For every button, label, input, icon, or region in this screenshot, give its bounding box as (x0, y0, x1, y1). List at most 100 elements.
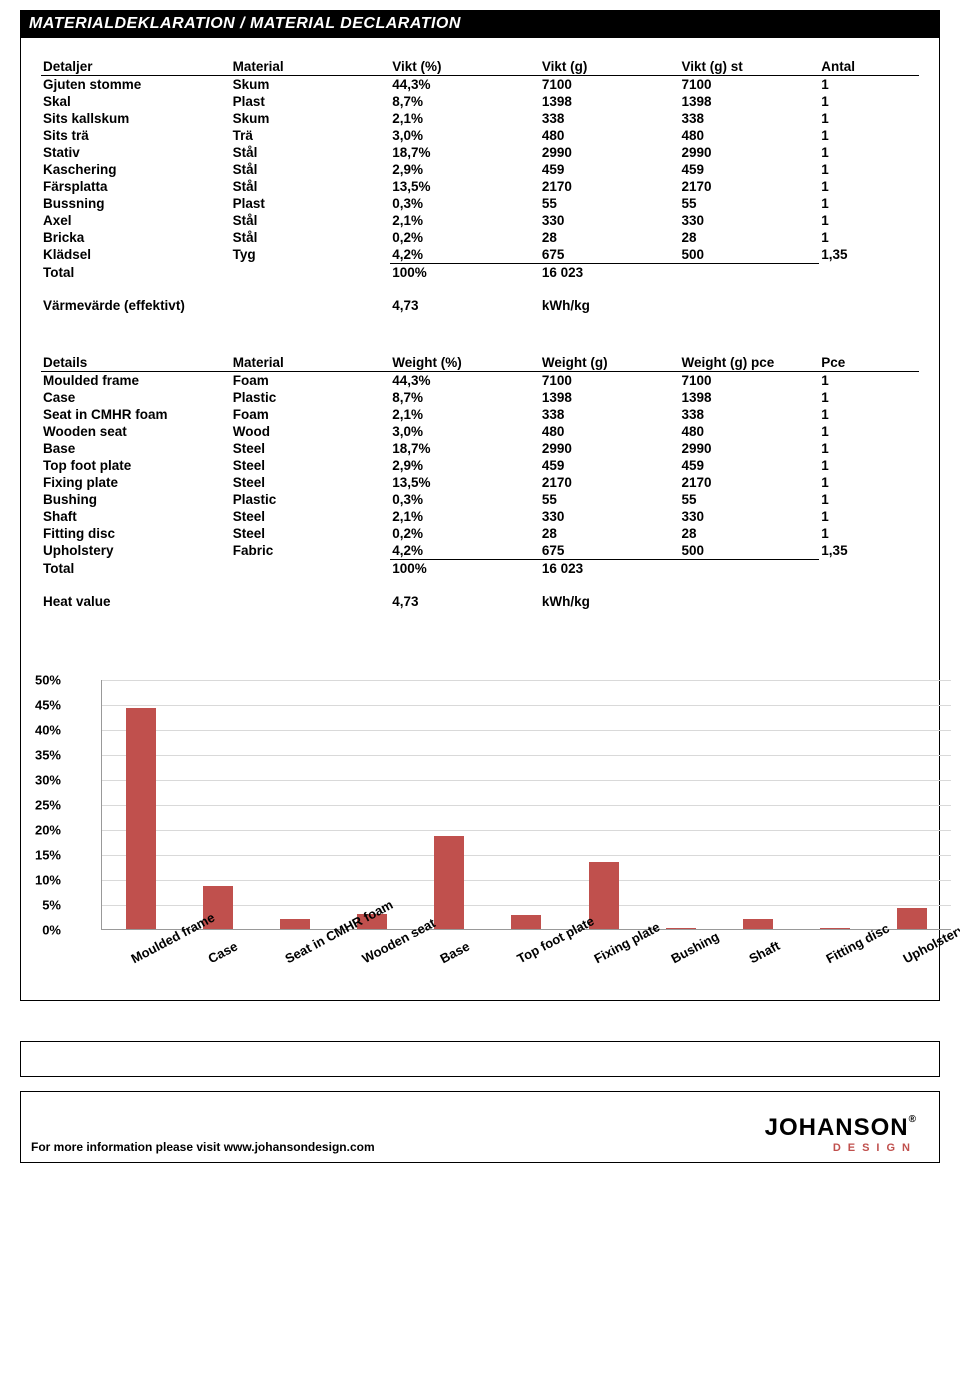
table-cell: Foam (231, 372, 391, 390)
table-cell: 1 (819, 508, 919, 525)
hdr-details: Detaljer (41, 58, 231, 76)
table-row: Wooden seatWood3,0%4804801 (41, 423, 919, 440)
table-cell: 338 (540, 110, 680, 127)
table-cell: 1 (819, 457, 919, 474)
table-cell: Wooden seat (41, 423, 231, 440)
table-cell: Fitting disc (41, 525, 231, 542)
table-cell: 1398 (680, 93, 820, 110)
table-cell: Skal (41, 93, 231, 110)
table-cell: 3,0% (390, 423, 540, 440)
y-tick-label: 15% (35, 848, 61, 863)
heat-value: 4,73 (390, 593, 540, 610)
table-cell: 1 (819, 525, 919, 542)
heat-value-row: Värmevärde (effektivt) 4,73 kWh/kg (41, 297, 919, 314)
table-cell: Sits trä (41, 127, 231, 144)
total-label: Total (41, 264, 231, 282)
heat-value: 4,73 (390, 297, 540, 314)
table-cell: Bushing (41, 491, 231, 508)
table-cell: Stål (231, 144, 391, 161)
table-cell: 330 (540, 212, 680, 229)
x-tick-label: Fixing plate (592, 939, 626, 966)
table-cell: 2,9% (390, 161, 540, 178)
table-row: Fixing plateSteel13,5%217021701 (41, 474, 919, 491)
table-cell: 44,3% (390, 76, 540, 94)
hdr-pce: Pce (819, 354, 919, 372)
table-cell: 28 (540, 229, 680, 246)
bar (434, 836, 464, 930)
table-row: BushingPlastic0,3%55551 (41, 491, 919, 508)
table-cell: 0,2% (390, 525, 540, 542)
x-tick-label: Bushing (669, 939, 703, 966)
empty-box (20, 1041, 940, 1077)
table-row: KlädselTyg4,2%6755001,35 (41, 246, 919, 264)
heat-unit: kWh/kg (540, 593, 680, 610)
y-tick-label: 25% (35, 798, 61, 813)
table-cell: 480 (540, 127, 680, 144)
table-cell: Kaschering (41, 161, 231, 178)
table-row: FärsplattaStål13,5%217021701 (41, 178, 919, 195)
table-cell: 2170 (680, 178, 820, 195)
y-tick-label: 40% (35, 723, 61, 738)
bar (897, 908, 927, 929)
table-cell: 55 (680, 195, 820, 212)
table-row: Seat in CMHR foamFoam2,1%3383381 (41, 406, 919, 423)
table-cell: 2,9% (390, 457, 540, 474)
table-cell: Färsplatta (41, 178, 231, 195)
table-cell: Bussning (41, 195, 231, 212)
table-header-row: Details Material Weight (%) Weight (g) W… (41, 354, 919, 372)
x-tick-label: Base (437, 939, 471, 966)
table-cell: 55 (540, 195, 680, 212)
table-cell: Axel (41, 212, 231, 229)
hdr-material: Material (231, 58, 391, 76)
bar (743, 919, 773, 930)
table-cell: 2990 (680, 144, 820, 161)
y-tick-label: 0% (42, 923, 61, 938)
x-tick-label: Moulded frame (128, 939, 162, 966)
table-cell: Steel (231, 440, 391, 457)
table-cell: 1 (819, 195, 919, 212)
logo-main: JOHANSON® (765, 1114, 917, 1142)
table-cell: 2990 (540, 144, 680, 161)
table-header-row: Detaljer Material Vikt (%) Vikt (g) Vikt… (41, 58, 919, 76)
total-row: Total 100% 16 023 (41, 560, 919, 578)
table-cell: 2990 (680, 440, 820, 457)
table-row: BaseSteel18,7%299029901 (41, 440, 919, 457)
table-cell: 1,35 (819, 246, 919, 264)
table-cell: 7100 (540, 372, 680, 390)
y-tick-label: 45% (35, 698, 61, 713)
table-cell: 2170 (680, 474, 820, 491)
table-cell: 0,2% (390, 229, 540, 246)
hdr-weight-g-pce: Weight (g) pce (680, 354, 820, 372)
table-cell: 28 (540, 525, 680, 542)
total-pct: 100% (390, 264, 540, 282)
table-row: Sits kallskumSkum2,1%3383381 (41, 110, 919, 127)
table-cell: 4,2% (390, 246, 540, 264)
table-cell: 1 (819, 229, 919, 246)
hdr-material: Material (231, 354, 391, 372)
table-row: StativStål18,7%299029901 (41, 144, 919, 161)
table-cell: Base (41, 440, 231, 457)
table-cell: Steel (231, 525, 391, 542)
table-cell: 4,2% (390, 542, 540, 560)
table-cell: Foam (231, 406, 391, 423)
y-tick-label: 30% (35, 773, 61, 788)
table-row: UpholsteryFabric4,2%6755001,35 (41, 542, 919, 560)
table-cell: 1 (819, 474, 919, 491)
table-row: SkalPlast8,7%139813981 (41, 93, 919, 110)
heat-label: Heat value (41, 593, 390, 610)
bar (280, 919, 310, 930)
table-cell: 338 (680, 110, 820, 127)
heat-value-row: Heat value 4,73 kWh/kg (41, 593, 919, 610)
x-tick-label: Seat in CMHR foam (283, 939, 317, 966)
table-cell: 2,1% (390, 508, 540, 525)
heat-label: Värmevärde (effektivt) (41, 297, 390, 314)
table-cell: Skum (231, 110, 391, 127)
content-box: Detaljer Material Vikt (%) Vikt (g) Vikt… (20, 38, 940, 1001)
table-cell: 480 (680, 423, 820, 440)
table-cell: Gjuten stomme (41, 76, 231, 94)
table-cell: 1 (819, 161, 919, 178)
table-cell: Stål (231, 212, 391, 229)
table-cell: 500 (680, 542, 820, 560)
table-cell: Upholstery (41, 542, 231, 560)
table-cell: 2,1% (390, 110, 540, 127)
